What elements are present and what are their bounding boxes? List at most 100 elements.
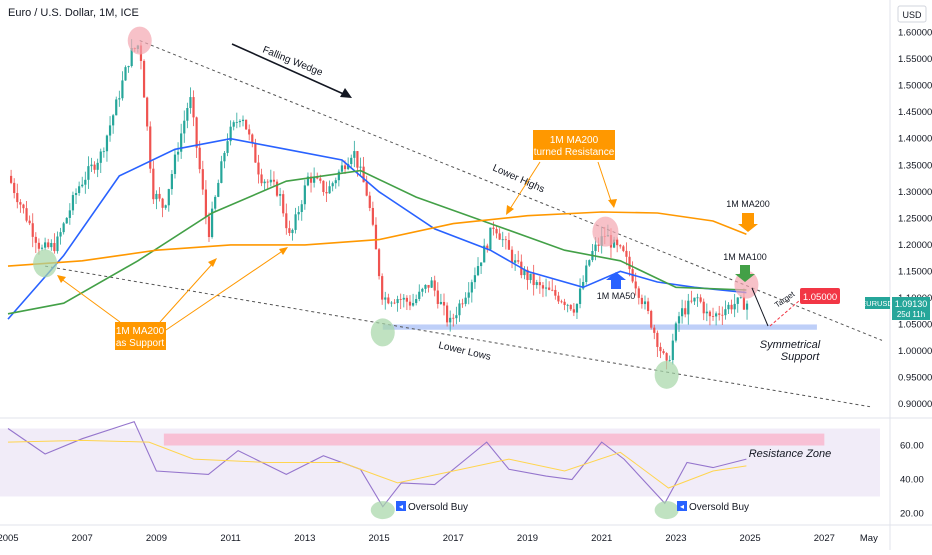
currency-button[interactable] [897,5,927,23]
candle-body [637,288,640,298]
ma200-resistance-line2: turned Resistance [534,147,615,158]
candle-body [396,299,399,304]
candle-body [705,311,708,314]
candle-body [715,313,718,317]
candle-body [96,162,99,170]
ma200-support-line2: as Support [116,338,165,349]
candle-body [248,129,251,135]
candle-body [170,174,173,190]
candle-body [538,282,541,286]
candle-body [557,295,560,302]
price-axis-tick: 0.95000 [898,373,932,384]
candle-body [486,245,489,250]
target-price: 1.05000 [803,292,837,303]
candle-body [566,304,569,306]
ma100-down-arrow [735,265,755,282]
rsi-axis-tick: 20.00 [900,509,924,520]
candle-body [563,301,566,305]
candle-body [198,147,201,170]
candle-body [309,176,313,183]
candle-body [569,304,572,310]
candle-body [74,193,78,196]
candle-body [183,120,186,134]
candle-body [350,157,353,165]
candle-body [180,133,183,152]
target-line [769,299,801,327]
candle-body [739,296,742,298]
price-axis-tick: 1.15000 [898,266,932,277]
candle-body [28,220,31,224]
candle-body [625,250,628,257]
candle-body [68,210,71,218]
candle-body [501,239,504,241]
candle-body [343,165,347,170]
candle-body [724,309,727,316]
svg-text:◂: ◂ [680,502,684,511]
time-axis-tick: May [860,533,878,544]
candle-body [405,297,408,302]
price-axis-tick: 0.90000 [898,399,932,410]
candle-body [155,193,158,200]
candle-body [402,297,405,300]
candle-body [325,192,328,194]
candle-body [25,208,28,221]
time-axis-tick: 2009 [146,533,167,544]
candle-body [387,297,390,304]
candle-body [22,204,25,209]
candle-body [544,287,548,289]
candle-body [640,297,644,305]
candle-body [223,152,226,162]
candle-body [489,227,492,250]
candle-body [687,300,690,315]
highlight-circle-2 [33,249,58,278]
candle-body [313,177,316,183]
candle-body [560,301,563,303]
candle-body [260,174,263,184]
candle-body [13,182,16,194]
candle-body [371,207,374,225]
candle-body [306,176,310,186]
ma200-label: 1M MA200 [726,199,770,209]
candle-body [167,189,170,206]
ma50-label: 1M MA50 [597,291,636,301]
symmetrical-support-line1: Symmetrical [760,339,821,351]
price-axis-tick: 1.60000 [898,28,932,39]
candle-body [279,194,282,196]
resistance-zone-label: Resistance Zone [749,448,832,460]
candle-body [464,297,467,304]
candle-body [195,117,198,148]
time-axis-tick: 2025 [740,533,761,544]
last-price: 1.09130 [895,299,928,309]
candle-body [47,242,50,248]
candle-body [161,198,164,208]
candle-body [328,186,331,194]
candle-body [19,202,22,205]
candle-body [37,242,41,249]
candle-body [288,228,291,234]
svg-text:◂: ◂ [399,502,403,511]
price-axis-tick: 1.25000 [898,213,932,224]
candle-body [510,249,514,263]
candle-body [220,161,223,183]
candle-body [650,311,653,328]
candle-body [108,125,112,136]
candle-body [541,285,545,289]
candle-body [415,299,418,304]
time-axis-tick: 2023 [665,533,686,544]
candle-body [149,126,152,169]
candle-body [226,141,229,153]
candle-body [514,260,517,263]
candle-body [214,196,217,209]
candle-body [643,301,647,305]
price-axis-tick: 1.45000 [898,107,932,118]
candle-body [164,205,167,208]
candle-body [31,223,34,237]
candle-body [665,353,668,361]
candle-body [578,288,582,304]
candle-body [353,151,356,158]
candle-body [526,269,529,281]
candle-body [430,280,433,288]
candle-body [646,301,650,312]
candle-body [251,134,254,143]
